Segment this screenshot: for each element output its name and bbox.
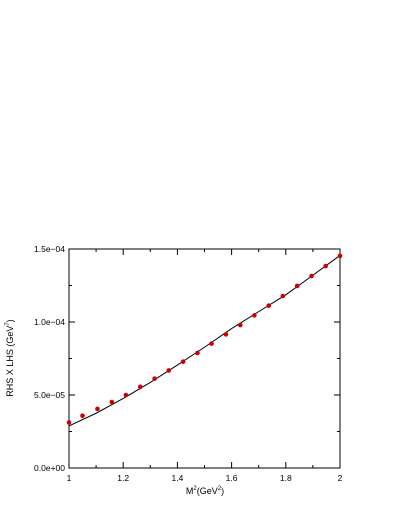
data-point (266, 303, 272, 308)
x-axis-label-unit: (GeV (197, 486, 218, 496)
x-axis-label: M2(GeV2) (186, 486, 224, 496)
data-point (223, 332, 229, 337)
data-point (166, 368, 172, 373)
data-point (294, 283, 300, 289)
x-axis-label-close: ) (221, 486, 224, 496)
series-layer (66, 253, 343, 427)
y-tick-label: 5.0e−05 (34, 390, 65, 400)
data-point (95, 406, 100, 412)
x-axis-label-unit-sup: 2 (218, 486, 222, 492)
x-tick-label: 1 (67, 473, 72, 483)
data-point (237, 322, 243, 328)
x-tick-label: 1.4 (171, 473, 183, 483)
x-tick-label: 1.2 (117, 473, 129, 483)
data-point (309, 273, 314, 279)
data-point (123, 392, 129, 398)
x-axis-label-sup: 2 (193, 486, 197, 492)
data-point (195, 350, 200, 356)
x-axis-label-base: M (186, 486, 194, 496)
data-point (180, 359, 186, 365)
y-axis-label-sup: 7 (5, 322, 11, 326)
data-point (323, 263, 328, 269)
y-tick-label: 0.0e+00 (34, 463, 65, 473)
data-point (209, 341, 214, 346)
y-axis-label-text: RHS X LHS (GeV (5, 326, 15, 397)
data-point (252, 313, 257, 318)
x-tick-label: 1.8 (280, 473, 292, 483)
y-tick-label: 1.5e−04 (34, 244, 65, 254)
data-point (80, 413, 85, 419)
data-point (280, 293, 286, 299)
plot-frame (68, 248, 341, 469)
y-tick-label: 1.0e−04 (34, 317, 65, 327)
data-point (337, 253, 343, 259)
data-point (152, 376, 157, 381)
fit-line (68, 255, 341, 427)
data-point (109, 399, 115, 405)
x-tick-label: 2 (338, 473, 343, 483)
axis-tick-labels: 1 1.2 1.4 1.6 1.8 2 0.0e+00 5.0e−05 1.0e−04 1.5e−… (34, 244, 343, 483)
y-axis-label-close: ) (5, 319, 15, 322)
axis-ticks (68, 248, 341, 469)
data-point (66, 420, 72, 425)
y-axis-label: RHS X LHS (GeV7) (5, 319, 15, 396)
x-tick-label: 1.6 (226, 473, 238, 483)
data-point (137, 384, 143, 390)
